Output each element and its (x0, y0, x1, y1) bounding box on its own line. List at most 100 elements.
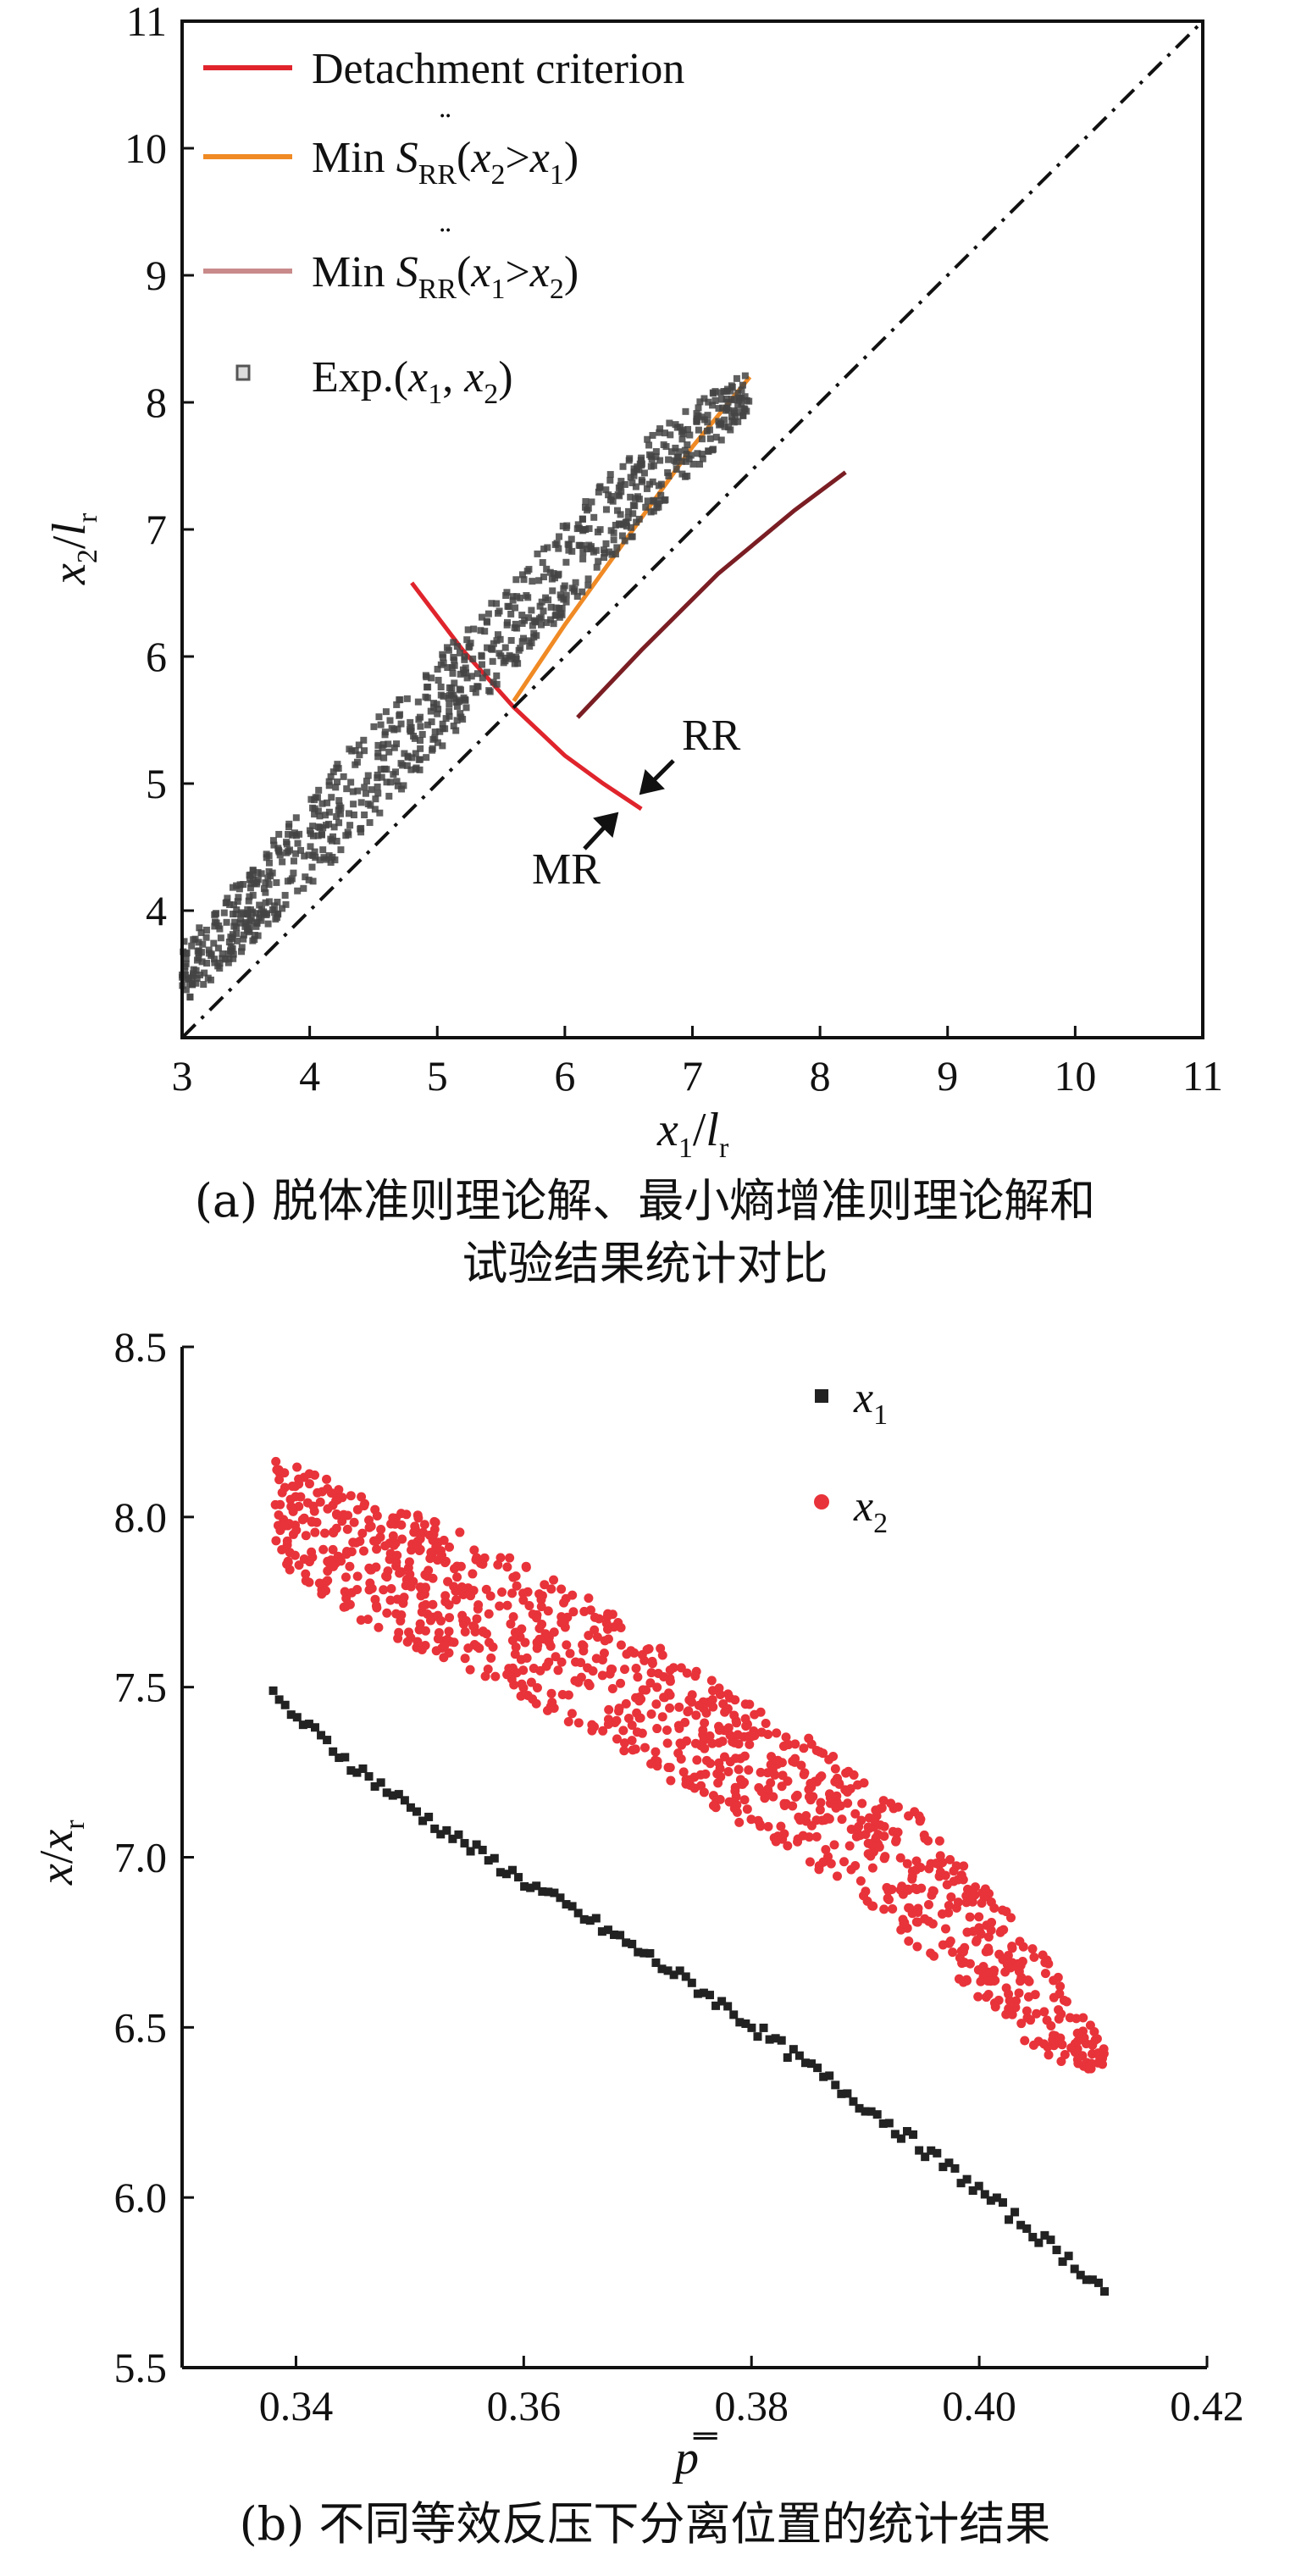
x2-point (313, 1487, 323, 1498)
exp-point (619, 463, 627, 470)
exp-point (682, 457, 689, 465)
caption-a-line2: 试验结果统计对比 (462, 1237, 828, 1290)
x2-point (346, 1491, 356, 1501)
x2-point (544, 1637, 554, 1648)
series-line-0 (410, 581, 643, 812)
x2-point (310, 1527, 320, 1537)
exp-point (305, 876, 313, 884)
exp-point (559, 523, 567, 530)
x1-point (616, 1931, 625, 1940)
exp-point (397, 760, 405, 767)
x1-point (681, 1972, 690, 1981)
exp-point (570, 588, 578, 596)
x2-point (817, 1771, 827, 1781)
x2-point (882, 1882, 892, 1892)
exp-point (483, 668, 490, 676)
x1-point (1070, 2264, 1079, 2274)
exp-point (437, 683, 445, 690)
x1-point (376, 1778, 385, 1787)
x1-point (837, 2089, 846, 2098)
x1-point (370, 1781, 379, 1791)
exp-point (415, 756, 423, 763)
exp-point (376, 809, 384, 817)
x2-point (715, 1794, 725, 1804)
x1-point (573, 1908, 583, 1918)
exp-point (244, 927, 252, 934)
x2-point (776, 1821, 786, 1831)
x2-point (534, 1623, 545, 1633)
x2-point (977, 1887, 988, 1897)
x1-point (831, 2080, 840, 2090)
exp-point (361, 812, 368, 819)
x2-point (600, 1636, 610, 1646)
x2-point (1055, 2033, 1066, 2043)
exp-point (549, 587, 556, 595)
x2-point (618, 1726, 628, 1736)
x2-point (768, 1792, 778, 1802)
x1-point (496, 1868, 505, 1877)
exp-point (453, 717, 461, 724)
exp-point (238, 909, 246, 917)
exp-point (393, 778, 401, 785)
x1-point (544, 1887, 553, 1897)
exp-point (562, 598, 570, 606)
x2-point (707, 1686, 717, 1696)
exp-point (466, 642, 473, 650)
exp-point (515, 646, 523, 654)
x2-point (825, 1792, 835, 1803)
x2-point (629, 1648, 639, 1658)
exp-point (396, 696, 404, 704)
x1-point (855, 2103, 864, 2113)
exp-point (563, 522, 571, 529)
exp-point (632, 483, 639, 490)
exp-point (649, 478, 656, 485)
legend-label-min-srr-x2: Min SRR(x2>x1) (312, 134, 579, 191)
x2-point (418, 1601, 428, 1611)
exp-point (451, 656, 458, 664)
exp-point (343, 785, 351, 793)
exp-point (535, 577, 543, 584)
x2-point (798, 1831, 808, 1841)
exp-point (252, 910, 260, 917)
x2-point (412, 1637, 423, 1647)
exp-point (224, 950, 232, 958)
x1-point (622, 1938, 631, 1947)
x2-point (689, 1772, 700, 1782)
exp-point (445, 646, 452, 654)
x2-point (1048, 2035, 1058, 2045)
exp-point (352, 761, 359, 768)
exp-point (698, 435, 706, 443)
x2-point (953, 1875, 963, 1885)
exp-point (664, 468, 672, 476)
exp-point (287, 877, 295, 884)
exp-point (512, 604, 519, 612)
x2-point (879, 1821, 889, 1831)
x2-point (1079, 2033, 1089, 2043)
x2-point (345, 1599, 355, 1609)
x2-point (790, 1739, 800, 1749)
exp-point (583, 546, 590, 553)
x1-point (902, 2126, 911, 2136)
legend-label-x2: x2 (853, 1482, 888, 1539)
x2-point (382, 1608, 392, 1618)
x1-point (992, 2193, 1001, 2202)
x2-point (480, 1671, 490, 1681)
x2-point (826, 1859, 836, 1869)
x1-point (843, 2089, 852, 2098)
chart-a-ytick-label: 5 (146, 760, 167, 807)
exp-point (552, 611, 560, 618)
exp-point (501, 644, 509, 651)
exp-point (205, 946, 213, 954)
x2-point (854, 1821, 864, 1831)
x2-point (523, 1691, 533, 1701)
exp-point (530, 617, 538, 624)
x2-point (1088, 2040, 1098, 2050)
x2-point (814, 1864, 824, 1875)
x1-point (340, 1753, 350, 1762)
exp-point (644, 435, 651, 443)
exp-point (309, 823, 317, 830)
exp-point (356, 751, 363, 759)
exp-point (319, 824, 327, 832)
exp-point (543, 618, 551, 626)
x2-point (307, 1552, 318, 1562)
